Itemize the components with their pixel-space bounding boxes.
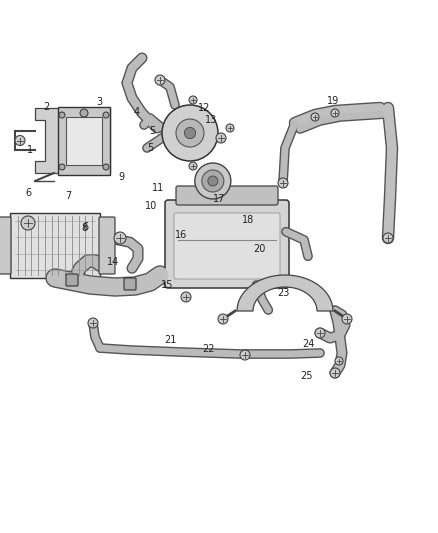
Circle shape (103, 164, 109, 170)
Text: 22: 22 (203, 344, 215, 354)
Text: 9: 9 (119, 172, 125, 182)
FancyBboxPatch shape (10, 213, 100, 278)
Circle shape (278, 178, 288, 188)
FancyBboxPatch shape (165, 200, 289, 288)
Text: 12: 12 (198, 103, 210, 113)
Circle shape (21, 216, 35, 230)
Circle shape (162, 105, 218, 161)
FancyBboxPatch shape (66, 117, 102, 165)
Text: 10: 10 (145, 201, 157, 211)
Circle shape (331, 109, 339, 117)
Circle shape (195, 163, 231, 199)
Text: 25: 25 (300, 371, 313, 381)
FancyBboxPatch shape (58, 107, 110, 175)
Circle shape (208, 176, 218, 186)
Circle shape (181, 292, 191, 302)
FancyBboxPatch shape (124, 278, 136, 290)
Text: 14: 14 (107, 257, 119, 267)
Text: 7: 7 (65, 191, 71, 201)
FancyBboxPatch shape (0, 217, 11, 274)
Text: 20: 20 (253, 244, 265, 254)
Circle shape (103, 112, 109, 118)
Text: 6: 6 (25, 188, 31, 198)
Circle shape (335, 357, 343, 365)
Circle shape (184, 127, 196, 139)
Polygon shape (35, 108, 110, 173)
Circle shape (59, 164, 65, 170)
Text: 16: 16 (175, 230, 187, 239)
Circle shape (88, 318, 98, 328)
Circle shape (342, 314, 352, 324)
Text: 1: 1 (27, 146, 33, 155)
Text: 5: 5 (149, 126, 155, 135)
Circle shape (59, 112, 65, 118)
Circle shape (311, 113, 319, 121)
Circle shape (189, 162, 197, 170)
Text: 2: 2 (44, 102, 50, 111)
Polygon shape (237, 275, 333, 311)
Text: 18: 18 (242, 215, 254, 225)
Circle shape (155, 75, 165, 85)
FancyBboxPatch shape (66, 274, 78, 286)
FancyBboxPatch shape (174, 213, 280, 279)
Text: 4: 4 (134, 107, 140, 117)
FancyBboxPatch shape (99, 217, 115, 274)
Circle shape (15, 135, 25, 146)
Circle shape (240, 350, 250, 360)
Text: 24: 24 (303, 339, 315, 349)
Text: 15: 15 (161, 280, 173, 290)
Text: 5: 5 (147, 143, 153, 152)
Text: 17: 17 (213, 195, 225, 204)
Circle shape (315, 328, 325, 338)
Text: 3: 3 (96, 98, 102, 107)
Circle shape (189, 96, 197, 104)
Text: 8: 8 (81, 223, 88, 233)
Circle shape (80, 109, 88, 117)
Circle shape (114, 232, 126, 244)
Circle shape (226, 124, 234, 132)
Circle shape (176, 119, 204, 147)
Text: 19: 19 (327, 96, 339, 106)
Text: 21: 21 (164, 335, 176, 345)
FancyBboxPatch shape (176, 186, 278, 205)
Circle shape (383, 233, 393, 243)
Text: 6: 6 (83, 222, 89, 232)
Circle shape (202, 170, 224, 192)
Circle shape (216, 133, 226, 143)
Circle shape (330, 368, 340, 378)
Circle shape (218, 314, 228, 324)
Text: 11: 11 (152, 183, 164, 192)
Text: 13: 13 (205, 115, 218, 125)
Text: 23: 23 (277, 288, 290, 298)
